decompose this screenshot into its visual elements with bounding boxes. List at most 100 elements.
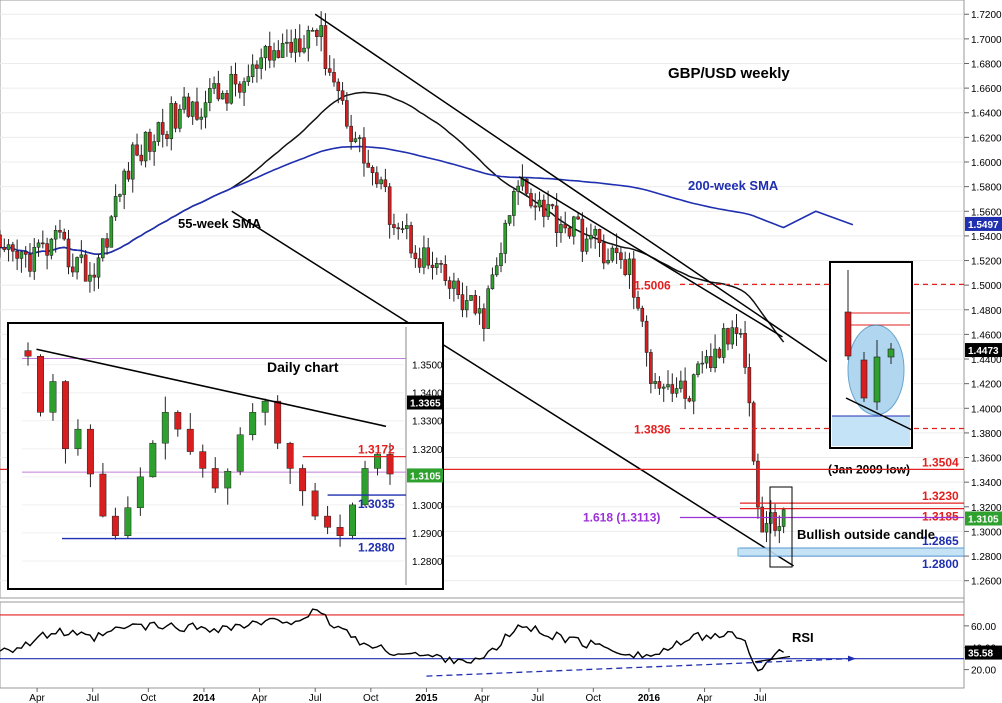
y-tick-label: 1.6600 xyxy=(971,84,1002,95)
candle-body xyxy=(623,259,627,275)
candle-body xyxy=(473,295,478,314)
candle-body xyxy=(396,227,401,230)
candle-body xyxy=(11,244,15,252)
candle-body xyxy=(233,73,238,85)
candle-body xyxy=(524,178,529,194)
candle-body xyxy=(92,274,97,278)
candle-body xyxy=(105,238,109,248)
x-tick-label: Jul xyxy=(531,693,544,703)
candle-body xyxy=(503,222,508,254)
candle-body xyxy=(773,512,777,531)
candle-body xyxy=(417,258,422,268)
x-tick-label: Jul xyxy=(86,693,99,703)
candle-body xyxy=(135,144,139,156)
candle-body xyxy=(387,186,392,225)
inset-candle-body xyxy=(149,442,157,478)
x-tick-label: 2014 xyxy=(193,693,216,703)
candle-body xyxy=(482,308,486,329)
inset-title: Daily chart xyxy=(267,359,339,375)
candle-body xyxy=(584,238,589,252)
candle-body xyxy=(36,242,41,248)
inset-y-label: 1.2800 xyxy=(412,557,443,568)
rsi-divergence-line xyxy=(426,658,851,677)
y-tick-label: 1.4000 xyxy=(971,404,1002,415)
candle-body xyxy=(610,247,615,261)
zoom-candle-body xyxy=(860,359,868,399)
zoom-candle-body xyxy=(873,356,881,403)
inset-candle-body xyxy=(361,468,369,506)
candle-body xyxy=(113,196,118,218)
inset-y-label: 1.3000 xyxy=(412,501,443,512)
inset-candle-body xyxy=(374,454,381,469)
inset-candle-body xyxy=(224,470,232,489)
candle-body xyxy=(691,374,696,402)
inset-candle-body xyxy=(249,412,257,436)
candle-body xyxy=(546,204,550,217)
candle-body xyxy=(79,254,84,258)
candle-body xyxy=(173,103,178,129)
rsi-trendline xyxy=(754,655,791,663)
candle-body xyxy=(276,50,281,58)
candle-body xyxy=(700,362,705,365)
candle-body xyxy=(169,103,174,140)
y-tick-label: 1.6800 xyxy=(971,59,1002,70)
level-label: 1.5006 xyxy=(634,278,671,292)
inset-level-label: 1.3035 xyxy=(358,497,395,511)
candle-body xyxy=(216,83,221,100)
candle-body xyxy=(280,43,285,58)
y-tick-label: 1.7000 xyxy=(971,35,1002,46)
inset-candle-body xyxy=(74,428,82,450)
candle-body xyxy=(670,384,675,394)
candle-body xyxy=(195,101,199,120)
candle-body xyxy=(349,125,353,142)
chart-title: GBP/USD weekly xyxy=(668,65,790,82)
candle-body xyxy=(738,332,743,335)
candle-body xyxy=(456,280,460,295)
x-tick-label: Oct xyxy=(363,693,379,703)
candle-body xyxy=(443,264,448,281)
candle-body xyxy=(319,25,323,37)
candle-body xyxy=(229,73,234,104)
inset-candle-body xyxy=(136,476,144,508)
y-tick-label: 1.5800 xyxy=(971,183,1002,194)
candle-body xyxy=(649,352,653,384)
candle-body xyxy=(152,141,156,152)
candle-body xyxy=(550,204,555,207)
candle-body xyxy=(49,238,54,256)
candle-body xyxy=(242,81,246,93)
candle-body xyxy=(679,380,683,389)
candle-body xyxy=(263,45,268,59)
inset-candle-body xyxy=(174,412,182,430)
inset-candle-body xyxy=(311,490,319,517)
candle-body xyxy=(764,523,769,533)
candle-body xyxy=(289,41,293,53)
candle-body xyxy=(580,218,585,252)
rsi-current-box xyxy=(965,645,1002,660)
zoom-support-zone xyxy=(832,416,910,446)
candle-body xyxy=(58,230,62,233)
candle-body xyxy=(601,242,606,264)
candle-body xyxy=(327,68,332,73)
candle-body xyxy=(512,191,516,216)
rsi-line xyxy=(0,608,784,672)
inset-candle-body xyxy=(61,381,69,450)
candle-body xyxy=(148,131,152,152)
candle-body xyxy=(422,247,426,268)
candle-body xyxy=(464,300,469,311)
candle-body xyxy=(0,234,2,248)
candle-body xyxy=(250,64,255,77)
candle-body xyxy=(709,356,713,369)
inset-candle-body xyxy=(336,527,344,536)
inset-level-label: 1.2880 xyxy=(358,541,395,555)
candle-body xyxy=(777,526,782,531)
candle-body xyxy=(730,327,735,345)
candle-body xyxy=(19,251,24,259)
x-tick-label: Apr xyxy=(29,693,45,703)
candle-body xyxy=(409,225,413,254)
candle-body xyxy=(186,96,191,117)
candle-body xyxy=(143,131,148,162)
candle-body xyxy=(182,96,186,110)
candle-body xyxy=(576,216,580,220)
zoom-candle-body xyxy=(887,348,895,358)
candle-body xyxy=(726,328,730,345)
